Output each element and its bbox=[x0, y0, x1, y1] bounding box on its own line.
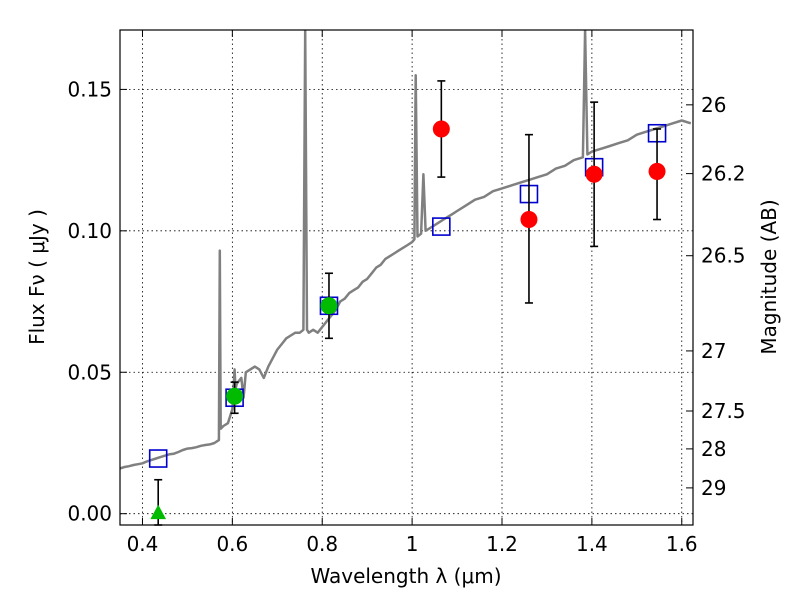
optical-data-point bbox=[320, 297, 338, 315]
nir-data-point bbox=[520, 211, 538, 229]
y2-tick-label: 29 bbox=[701, 476, 726, 500]
y-tick-label: 0.10 bbox=[67, 219, 112, 243]
nir-data-point bbox=[648, 162, 666, 180]
y-tick-label: 0.15 bbox=[67, 77, 112, 101]
y2-tick-label: 27 bbox=[701, 339, 726, 363]
y2-tick-label: 26.5 bbox=[701, 244, 746, 268]
nir-data-point bbox=[585, 165, 603, 183]
model-spectrum-line bbox=[120, 30, 692, 470]
x-tick-label: 0.4 bbox=[127, 532, 159, 556]
x-tick-label: 1.4 bbox=[576, 532, 608, 556]
y2-tick-label: 26.2 bbox=[701, 162, 746, 186]
x-tick-label: 0.6 bbox=[216, 532, 248, 556]
y2-tick-label: 28 bbox=[701, 437, 726, 461]
nir-data-point bbox=[432, 120, 450, 138]
y2-tick-label: 27.5 bbox=[701, 399, 746, 423]
x-tick-label: 0.8 bbox=[306, 532, 338, 556]
y-tick-label: 0.00 bbox=[67, 502, 112, 526]
y-axis-label: Flux Fν ( μJy ) bbox=[25, 209, 49, 345]
y2-tick-label: 26 bbox=[701, 93, 726, 117]
x-axis-label: Wavelength λ (μm) bbox=[310, 564, 501, 588]
grid-lines bbox=[120, 30, 693, 525]
model-band-square bbox=[432, 217, 451, 236]
upper-limit-triangle bbox=[150, 504, 167, 520]
plot-frame bbox=[119, 29, 694, 526]
optical-data-point bbox=[226, 387, 244, 405]
axis-ticks: 0.4 0.6 0.8 1 1.2 1.4 1.6 0.00 0.05 0.10 0.15 26 26.… bbox=[67, 30, 746, 556]
y-tick-label: 0.05 bbox=[67, 360, 112, 384]
y2-axis-label: Magnitude (AB) bbox=[757, 199, 781, 354]
data-series bbox=[120, 30, 692, 526]
x-tick-label: 1 bbox=[406, 532, 419, 556]
model-band-square bbox=[148, 449, 168, 468]
x-tick-label: 1.6 bbox=[666, 532, 698, 556]
x-tick-label: 1.2 bbox=[486, 532, 518, 556]
